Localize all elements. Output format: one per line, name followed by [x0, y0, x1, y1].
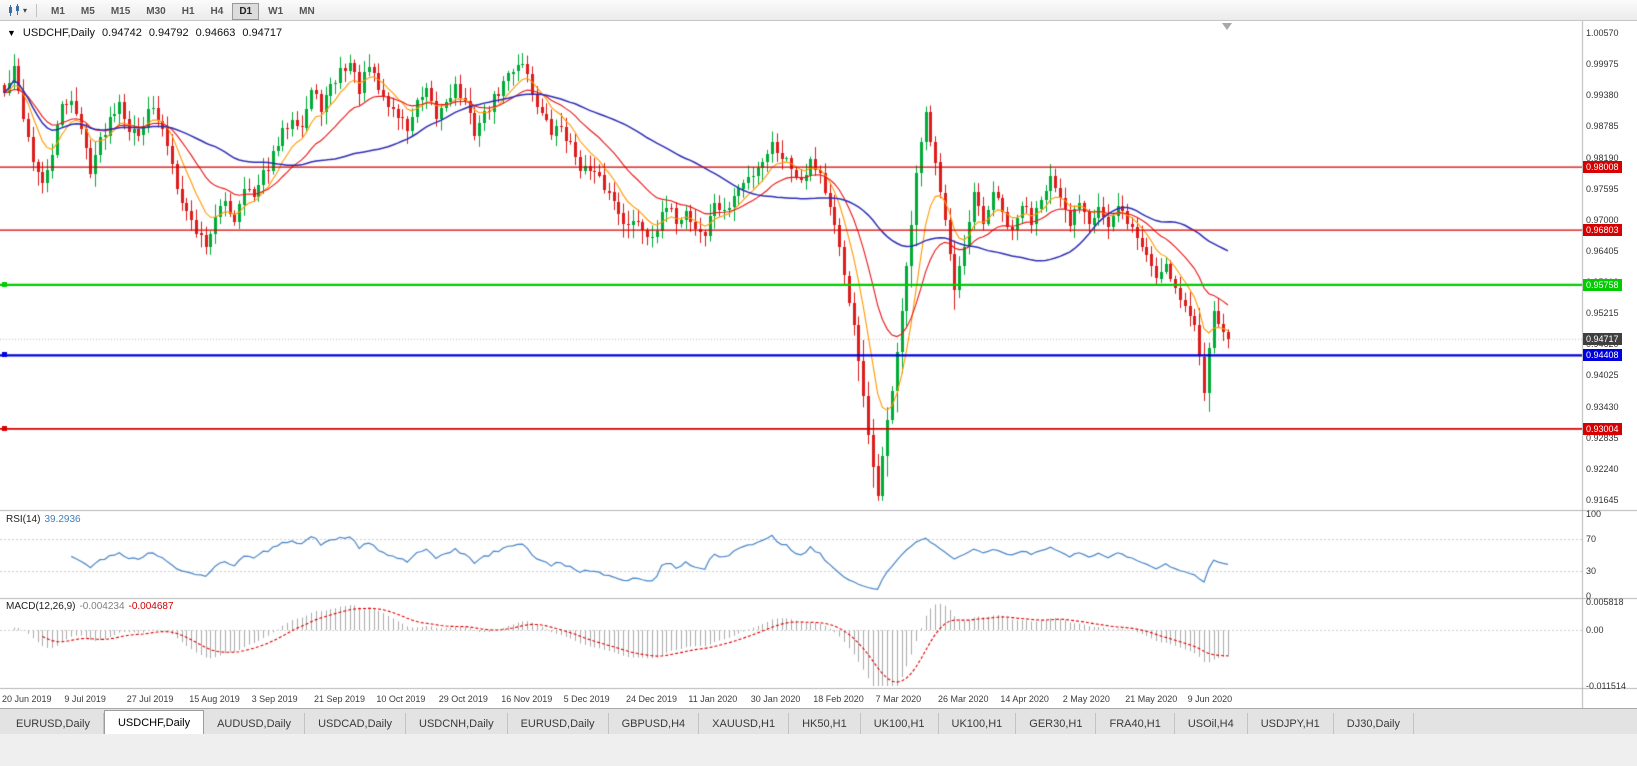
level-price-label[interactable]: 0.98008 — [1583, 161, 1622, 174]
level-price-label[interactable]: 0.93004 — [1583, 422, 1622, 435]
date-label: 29 Oct 2019 — [438, 694, 488, 704]
price-tick-label: 0.99975 — [1586, 59, 1619, 70]
rsi-indicator-name: RSI(14) — [6, 514, 41, 525]
timeframe-button-m30[interactable]: M30 — [139, 3, 172, 20]
chart-tab-gbpusd-h4[interactable]: GBPUSD,H4 — [609, 713, 700, 734]
date-label: 21 May 2020 — [1125, 694, 1178, 704]
macd-tick-label: -0.011514 — [1586, 681, 1626, 691]
time-axis[interactable]: 20 Jun 2019 9 Jul 2019 27 Jul 2019 15 Aug 2… — [0, 691, 1582, 707]
symbol-marker-icon: ▼ — [7, 28, 16, 38]
price-tick-label: 0.95215 — [1586, 308, 1619, 319]
timeframe-button-h1[interactable]: H1 — [175, 3, 202, 20]
rsi-tick-label: 70 — [1586, 533, 1597, 544]
date-label: 14 Apr 2020 — [1000, 694, 1049, 704]
chart-tab-usdcnh-daily[interactable]: USDCNH,Daily — [406, 713, 508, 734]
chart-tab-dj30-daily[interactable]: DJ30,Daily — [1334, 713, 1414, 734]
chart-tab-hk50-h1[interactable]: HK50,H1 — [789, 713, 861, 734]
chart-tab-audusd-daily[interactable]: AUDUSD,Daily — [204, 713, 306, 734]
date-label: 26 Mar 2020 — [938, 694, 989, 704]
macd-tick-label: 0.005818 — [1586, 597, 1624, 607]
rsi-tick-label: 0 — [1586, 591, 1592, 601]
timeframe-button-m15[interactable]: M15 — [104, 3, 137, 20]
date-label: 7 Mar 2020 — [875, 694, 922, 704]
date-label: 5 Dec 2019 — [563, 694, 610, 704]
date-label: 27 Jul 2019 — [126, 694, 174, 704]
price-tick-label: 1.00570 — [1586, 28, 1619, 38]
chart-tab-usdjpy-h1[interactable]: USDJPY,H1 — [1248, 713, 1334, 734]
level-price-label[interactable]: 0.96803 — [1583, 224, 1622, 237]
date-label: 20 Jun 2019 — [2, 694, 52, 704]
timeframe-button-d1[interactable]: D1 — [232, 2, 260, 20]
chart-tab-usdcad-daily[interactable]: USDCAD,Daily — [305, 713, 407, 734]
price-tick-label: 0.96405 — [1586, 245, 1619, 256]
date-label: 15 Aug 2019 — [189, 694, 240, 704]
chart-title: ▼ USDCHF,Daily 0.94742 0.94792 0.94663 0… — [7, 27, 282, 39]
price-tick-label: 0.97595 — [1586, 183, 1619, 194]
candlestick-glyph — [9, 3, 19, 16]
level-price-label[interactable]: 0.94408 — [1583, 349, 1622, 362]
price-tick-label: 0.92240 — [1586, 463, 1619, 474]
price-tick-label: 0.93430 — [1586, 401, 1619, 412]
macd-signal-value: -0.004687 — [128, 601, 174, 612]
date-label: 11 Jan 2020 — [688, 694, 738, 704]
level-price-label[interactable]: 0.95758 — [1583, 278, 1622, 291]
chart-tabbar: EURUSD,Daily USDCHF,Daily AUDUSD,Daily USDC… — [0, 708, 1637, 734]
rsi-panel-label: RSI(14) 39.2936 — [6, 514, 81, 525]
macd-main-value: -0.004234 — [79, 601, 125, 612]
chart-tab-uk100-h1[interactable]: UK100,H1 — [939, 713, 1017, 734]
timeframe-button-m5[interactable]: M5 — [74, 3, 102, 20]
symbol-timeframe-label: USDCHF,Daily — [22, 27, 96, 39]
timeframe-button-h4[interactable]: H4 — [204, 3, 231, 20]
chart-shift-marker-icon[interactable] — [1222, 23, 1232, 30]
macd-tick-label: 0.00 — [1586, 625, 1604, 636]
price-tick-label: 0.99380 — [1586, 90, 1619, 101]
current-price-label: 0.94717 — [1583, 333, 1622, 346]
date-label: 30 Jan 2020 — [750, 694, 801, 704]
price-tick-label: 0.97000 — [1586, 214, 1619, 225]
price-axis[interactable]: 1.00570 0.99975 0.99380 0.98785 0.98190 0.975… — [1583, 21, 1637, 708]
chart-tab-usoil-h4[interactable]: USOil,H4 — [1175, 713, 1248, 734]
date-label: 2 May 2020 — [1062, 694, 1110, 704]
date-label: 18 Feb 2020 — [813, 694, 864, 704]
chart-tab-fra40-h1[interactable]: FRA40,H1 — [1096, 713, 1175, 734]
date-label: 9 Jun 2020 — [1187, 694, 1233, 704]
macd-indicator-name: MACD(12,26,9) — [6, 601, 76, 612]
date-label: 3 Sep 2019 — [251, 694, 298, 704]
high-value: 0.94792 — [148, 27, 189, 39]
chart-tab-xauusd-h1[interactable]: XAUUSD,H1 — [699, 713, 790, 734]
rsi-value: 39.2936 — [44, 514, 81, 525]
date-label: 16 Nov 2019 — [501, 694, 553, 704]
open-value: 0.94742 — [102, 27, 142, 39]
timeframe-toolbar: ▾ M1 M5 M15 M30 H1 H4 D1 W1 MN — [0, 0, 1637, 21]
chart-tab-uk100-h1[interactable]: UK100,H1 — [861, 713, 939, 734]
price-tick-label: 0.92835 — [1586, 432, 1619, 443]
chevron-down-icon: ▾ — [23, 5, 28, 15]
chart-tab-usdchf-daily[interactable]: USDCHF,Daily — [103, 710, 205, 734]
close-value: 0.94717 — [242, 27, 283, 39]
price-tick-label: 0.94025 — [1586, 370, 1619, 381]
timeframe-button-w1[interactable]: W1 — [261, 3, 290, 20]
date-label: 10 Oct 2019 — [376, 694, 426, 704]
chart-tab-eurusd-daily[interactable]: EURUSD,Daily — [508, 713, 609, 734]
macd-panel-label: MACD(12,26,9) -0.004234 -0.004687 — [6, 601, 174, 612]
candlestick-chart-icon[interactable]: ▾ — [4, 3, 30, 18]
date-label: 9 Jul 2019 — [64, 694, 106, 704]
statusbar-strip — [0, 734, 1637, 766]
price-tick-label: 0.98190 — [1586, 152, 1619, 163]
price-tick-label: 0.98785 — [1586, 121, 1619, 132]
price-tick-label: 0.91645 — [1586, 495, 1619, 505]
date-label: 24 Dec 2019 — [626, 694, 678, 704]
rsi-tick-label: 100 — [1586, 509, 1602, 519]
timeframe-button-m1[interactable]: M1 — [44, 3, 72, 20]
chart-tab-eurusd-daily[interactable]: EURUSD,Daily — [3, 713, 104, 734]
timeframe-buttons: M1 M5 M15 M30 H1 H4 D1 W1 MN — [43, 1, 323, 20]
toolbar-divider — [36, 3, 38, 17]
low-value: 0.94663 — [195, 27, 236, 39]
timeframe-button-mn[interactable]: MN — [292, 3, 322, 20]
rsi-tick-label: 30 — [1586, 566, 1597, 577]
chart-tab-ger30-h1[interactable]: GER30,H1 — [1016, 713, 1097, 734]
date-label: 21 Sep 2019 — [314, 694, 366, 704]
